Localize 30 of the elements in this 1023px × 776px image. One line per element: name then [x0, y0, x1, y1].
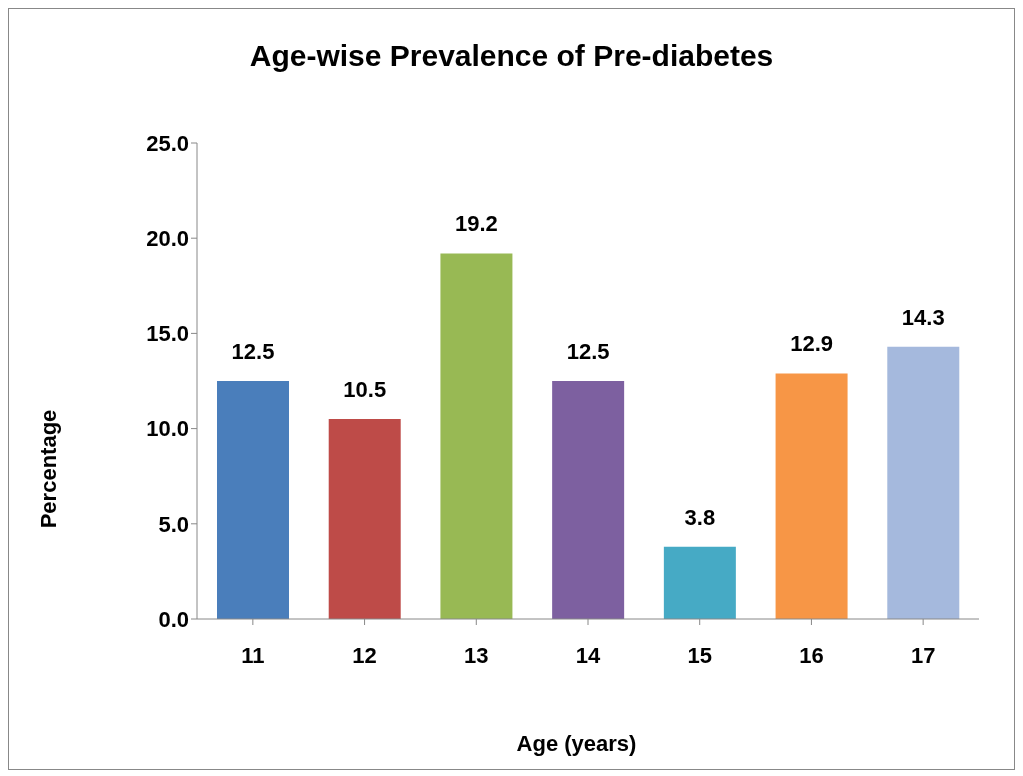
data-label: 19.2: [455, 211, 498, 237]
x-tick-label: 17: [910, 642, 936, 668]
x-tick-label: 15: [687, 642, 712, 668]
data-label: 14.3: [901, 304, 945, 330]
bar: [328, 419, 401, 619]
data-label: 10.5: [343, 377, 387, 403]
data-label: 12.5: [566, 339, 610, 364]
bar: [440, 253, 513, 619]
y-tick-label: 25.0: [146, 130, 189, 156]
bar: [217, 381, 289, 619]
x-axis-title: Age (years): [515, 731, 638, 757]
x-tick-label: 12: [352, 642, 377, 668]
data-label: 12.5: [231, 339, 275, 364]
y-tick-label: 5.0: [158, 511, 189, 537]
y-tick-label: 15.0: [146, 321, 189, 347]
y-tick-label: 20.0: [146, 226, 189, 252]
chart-title: Age-wise Prevalence of Pre-diabetes: [248, 39, 775, 73]
bar: [887, 346, 960, 619]
x-tick-label: 13: [464, 642, 489, 668]
bar: [775, 373, 848, 619]
y-axis-title: Percentage: [36, 409, 62, 529]
data-label: 3.8: [684, 504, 716, 530]
x-tick-label: 16: [799, 642, 824, 668]
bar: [552, 381, 625, 619]
x-tick-label: 11: [241, 642, 265, 668]
bar: [663, 546, 736, 619]
y-tick-label: 10.0: [146, 416, 189, 442]
x-tick-label: 14: [575, 642, 601, 668]
data-label: 12.9: [790, 331, 833, 357]
y-tick-label: 0.0: [158, 606, 189, 632]
